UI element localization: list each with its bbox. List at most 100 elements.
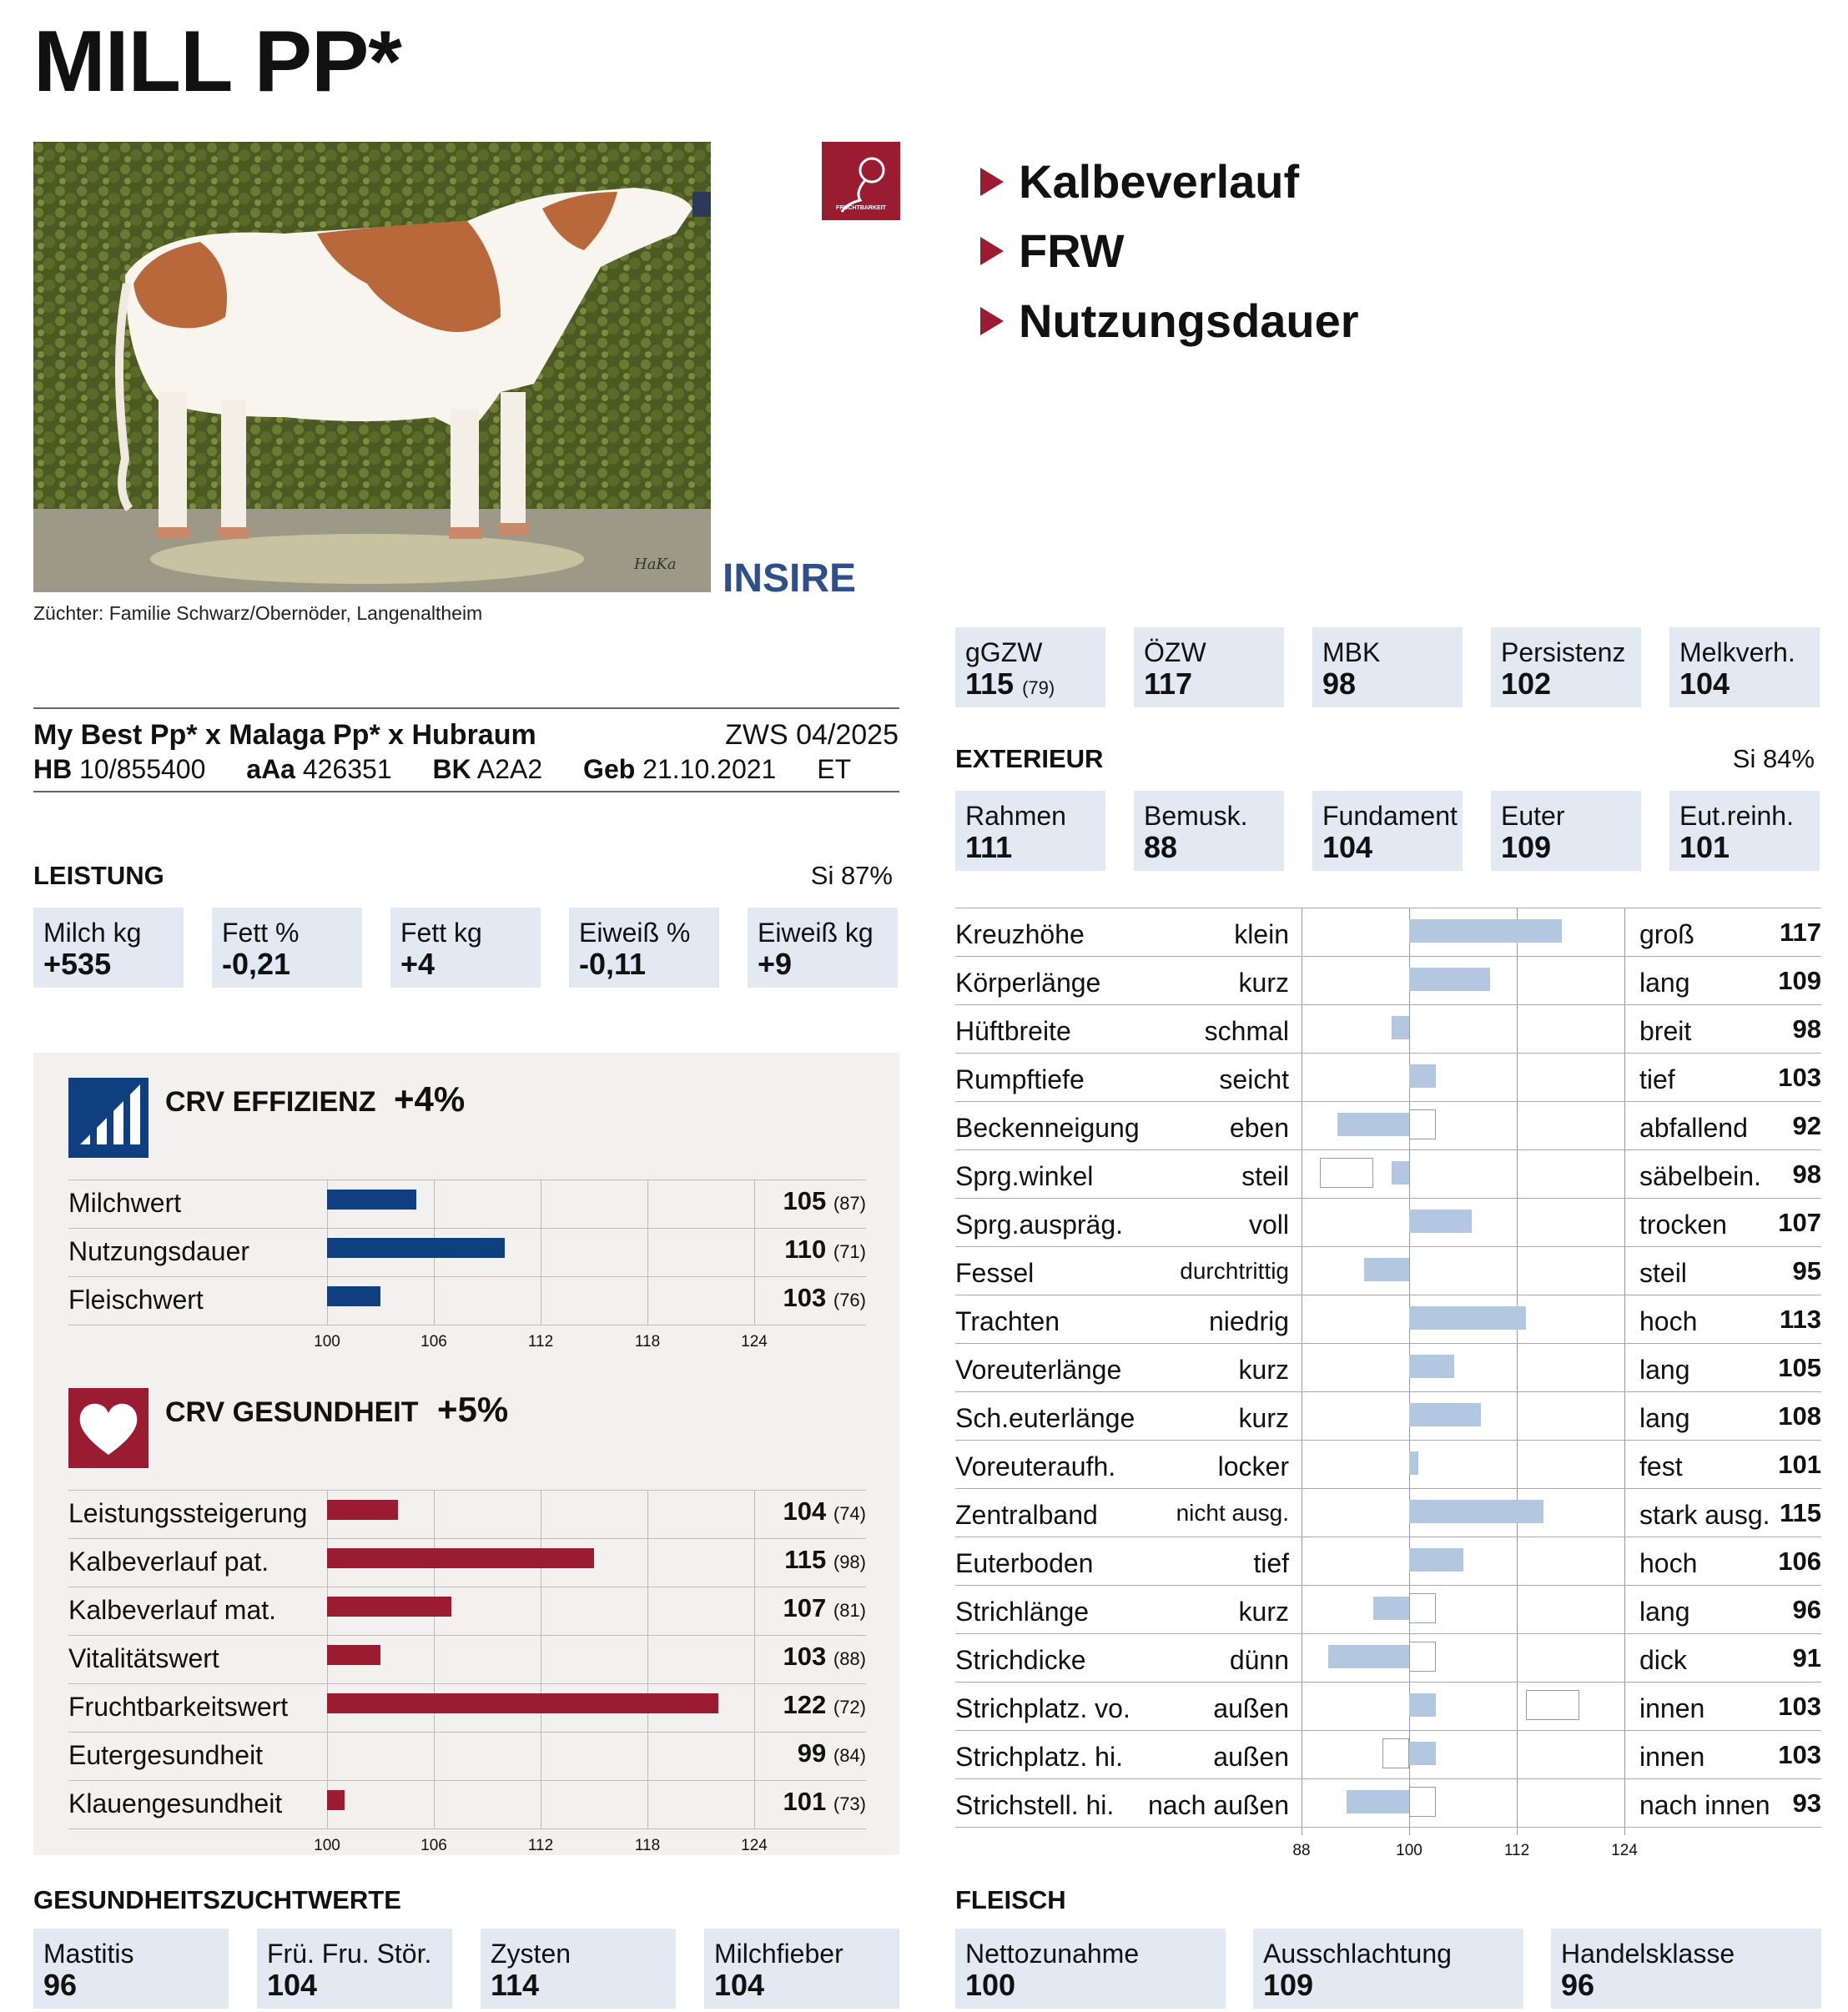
trait-label: Strichlänge — [955, 1597, 1090, 1627]
axis-tick-label: 112 — [527, 1333, 554, 1351]
row-value: 103 (88) — [783, 1642, 866, 1671]
trait-value: 103 — [1778, 1063, 1821, 1092]
crv-gesundheit-summary: +5% — [437, 1390, 509, 1429]
row-line — [68, 1732, 866, 1733]
grid-line — [434, 1490, 435, 1828]
row-value: 101 (73) — [783, 1787, 866, 1816]
bar — [1409, 1742, 1437, 1765]
trait-high-label: innen — [1639, 1742, 1705, 1772]
trait-label: Hüftbreite — [955, 1016, 1071, 1046]
row-line — [955, 1585, 1821, 1586]
bar — [327, 1548, 594, 1568]
trait-value: 91 — [1792, 1643, 1821, 1672]
trait-label: Körperlänge — [955, 968, 1101, 998]
trait-value: 101 — [1778, 1450, 1821, 1479]
row-line — [955, 1730, 1821, 1731]
row-value: 110 (71) — [784, 1235, 866, 1264]
trait-low-label: kurz — [1238, 1597, 1289, 1627]
trait-value: 109 — [1778, 966, 1821, 995]
trait-high-label: lang — [1639, 1355, 1690, 1385]
trait-value: 95 — [1792, 1256, 1821, 1285]
trait-low-label: locker — [1217, 1451, 1289, 1481]
row-value: 107 (81) — [783, 1593, 866, 1622]
trait-high-label: abfallend — [1639, 1113, 1748, 1143]
reliability: (81) — [833, 1600, 866, 1621]
bar — [1409, 968, 1490, 991]
trait-low-label: kurz — [1238, 1355, 1289, 1385]
grid-line — [754, 1490, 755, 1828]
row-line — [68, 1635, 866, 1636]
trait-low-label: kurz — [1238, 1403, 1289, 1433]
zw-box-ggzw: gGZW 115 (79) — [955, 627, 1105, 707]
trait-low-label: klein — [1234, 919, 1289, 949]
trait-value: 103 — [1778, 1740, 1821, 1769]
trait-high-label: fest — [1639, 1451, 1683, 1481]
fleisch-box: Handelsklasse 96 — [1551, 1929, 1821, 2009]
row-line — [68, 1828, 866, 1829]
trait-value: 103 — [1778, 1692, 1821, 1721]
bar — [1409, 1500, 1544, 1523]
bar — [327, 1790, 345, 1810]
row-label: Nutzungsdauer — [68, 1236, 250, 1266]
trait-label: Trachten — [955, 1306, 1060, 1336]
trait-low-label: außen — [1213, 1742, 1289, 1772]
trait-low-label: niedrig — [1208, 1306, 1289, 1336]
row-line — [68, 1490, 866, 1491]
trait-value: 105 — [1778, 1353, 1821, 1382]
zw-box-ozw: ÖZW 117 — [1134, 627, 1284, 707]
heart-icon — [68, 1388, 149, 1468]
bar — [327, 1238, 506, 1258]
crv-panel — [33, 1053, 899, 1855]
row-value: 104 (74) — [783, 1496, 866, 1526]
row-label: Klauengesundheit — [68, 1788, 283, 1818]
trait-label: Strichdicke — [955, 1645, 1086, 1675]
trait-low-label: voll — [1248, 1210, 1289, 1240]
grid-line — [647, 1180, 648, 1325]
leistung-box: Milch kg +535 — [33, 908, 184, 988]
trait-low-label: steil — [1241, 1161, 1289, 1191]
zw-box-mbk: MBK 98 — [1312, 627, 1463, 707]
row-label: Kalbeverlauf pat. — [68, 1547, 269, 1577]
trait-label: Strichplatz. vo. — [955, 1693, 1130, 1723]
row-label: Vitalitätswert — [68, 1643, 219, 1673]
trait-high-label: lang — [1639, 968, 1690, 998]
trait-label: Sch.euterlänge — [955, 1403, 1135, 1433]
exterieur-si: Si 84% — [1732, 744, 1815, 773]
crv-effizienz-chart: 100 106 112 118 124 Milchwert 105 (87) Nutzungs… — [68, 1180, 866, 1351]
trait-high-label: dick — [1639, 1645, 1687, 1675]
trait-value: 113 — [1779, 1305, 1821, 1334]
bar — [327, 1693, 719, 1713]
optimum-range — [1409, 1642, 1437, 1672]
bar — [1409, 1693, 1437, 1717]
row-value: 103 (76) — [783, 1283, 866, 1312]
reliability: (72) — [833, 1697, 866, 1718]
optimum-range — [1319, 1158, 1373, 1188]
bar — [327, 1597, 452, 1617]
row-line — [955, 1633, 1821, 1634]
zw-box-melkverh: Melkverh. 104 — [1669, 627, 1820, 707]
bar — [1391, 1161, 1409, 1185]
trait-high-label: hoch — [1639, 1548, 1698, 1578]
trait-high-label: steil — [1639, 1258, 1687, 1288]
row-label: Fruchtbarkeitswert — [68, 1692, 289, 1722]
leistung-title: LEISTUNG — [33, 861, 164, 890]
row-label: Fleischwert — [68, 1285, 204, 1315]
trait-low-label: nach außen — [1147, 1790, 1289, 1820]
bar — [1409, 1451, 1418, 1475]
bar — [1409, 1210, 1473, 1233]
trait-low-label: kurz — [1238, 968, 1289, 998]
trait-high-label: säbelbein. — [1639, 1161, 1761, 1191]
ext-box: Euter 109 — [1491, 791, 1641, 871]
bull-photo: HaKa — [33, 142, 711, 592]
zws-date: ZWS 04/2025 — [725, 719, 899, 751]
trait-label: Beckenneigung — [955, 1113, 1140, 1143]
bar — [1409, 1403, 1481, 1426]
triangle-bullet-icon — [980, 306, 1004, 335]
trait-high-label: breit — [1639, 1016, 1692, 1046]
bar — [327, 1190, 416, 1210]
trait-high-label: nach innen — [1639, 1790, 1770, 1820]
sperm-icon — [840, 157, 885, 213]
gesundheit-box: Zysten 114 — [481, 1929, 676, 2009]
row-line — [955, 1440, 1821, 1441]
bar — [1409, 919, 1562, 943]
